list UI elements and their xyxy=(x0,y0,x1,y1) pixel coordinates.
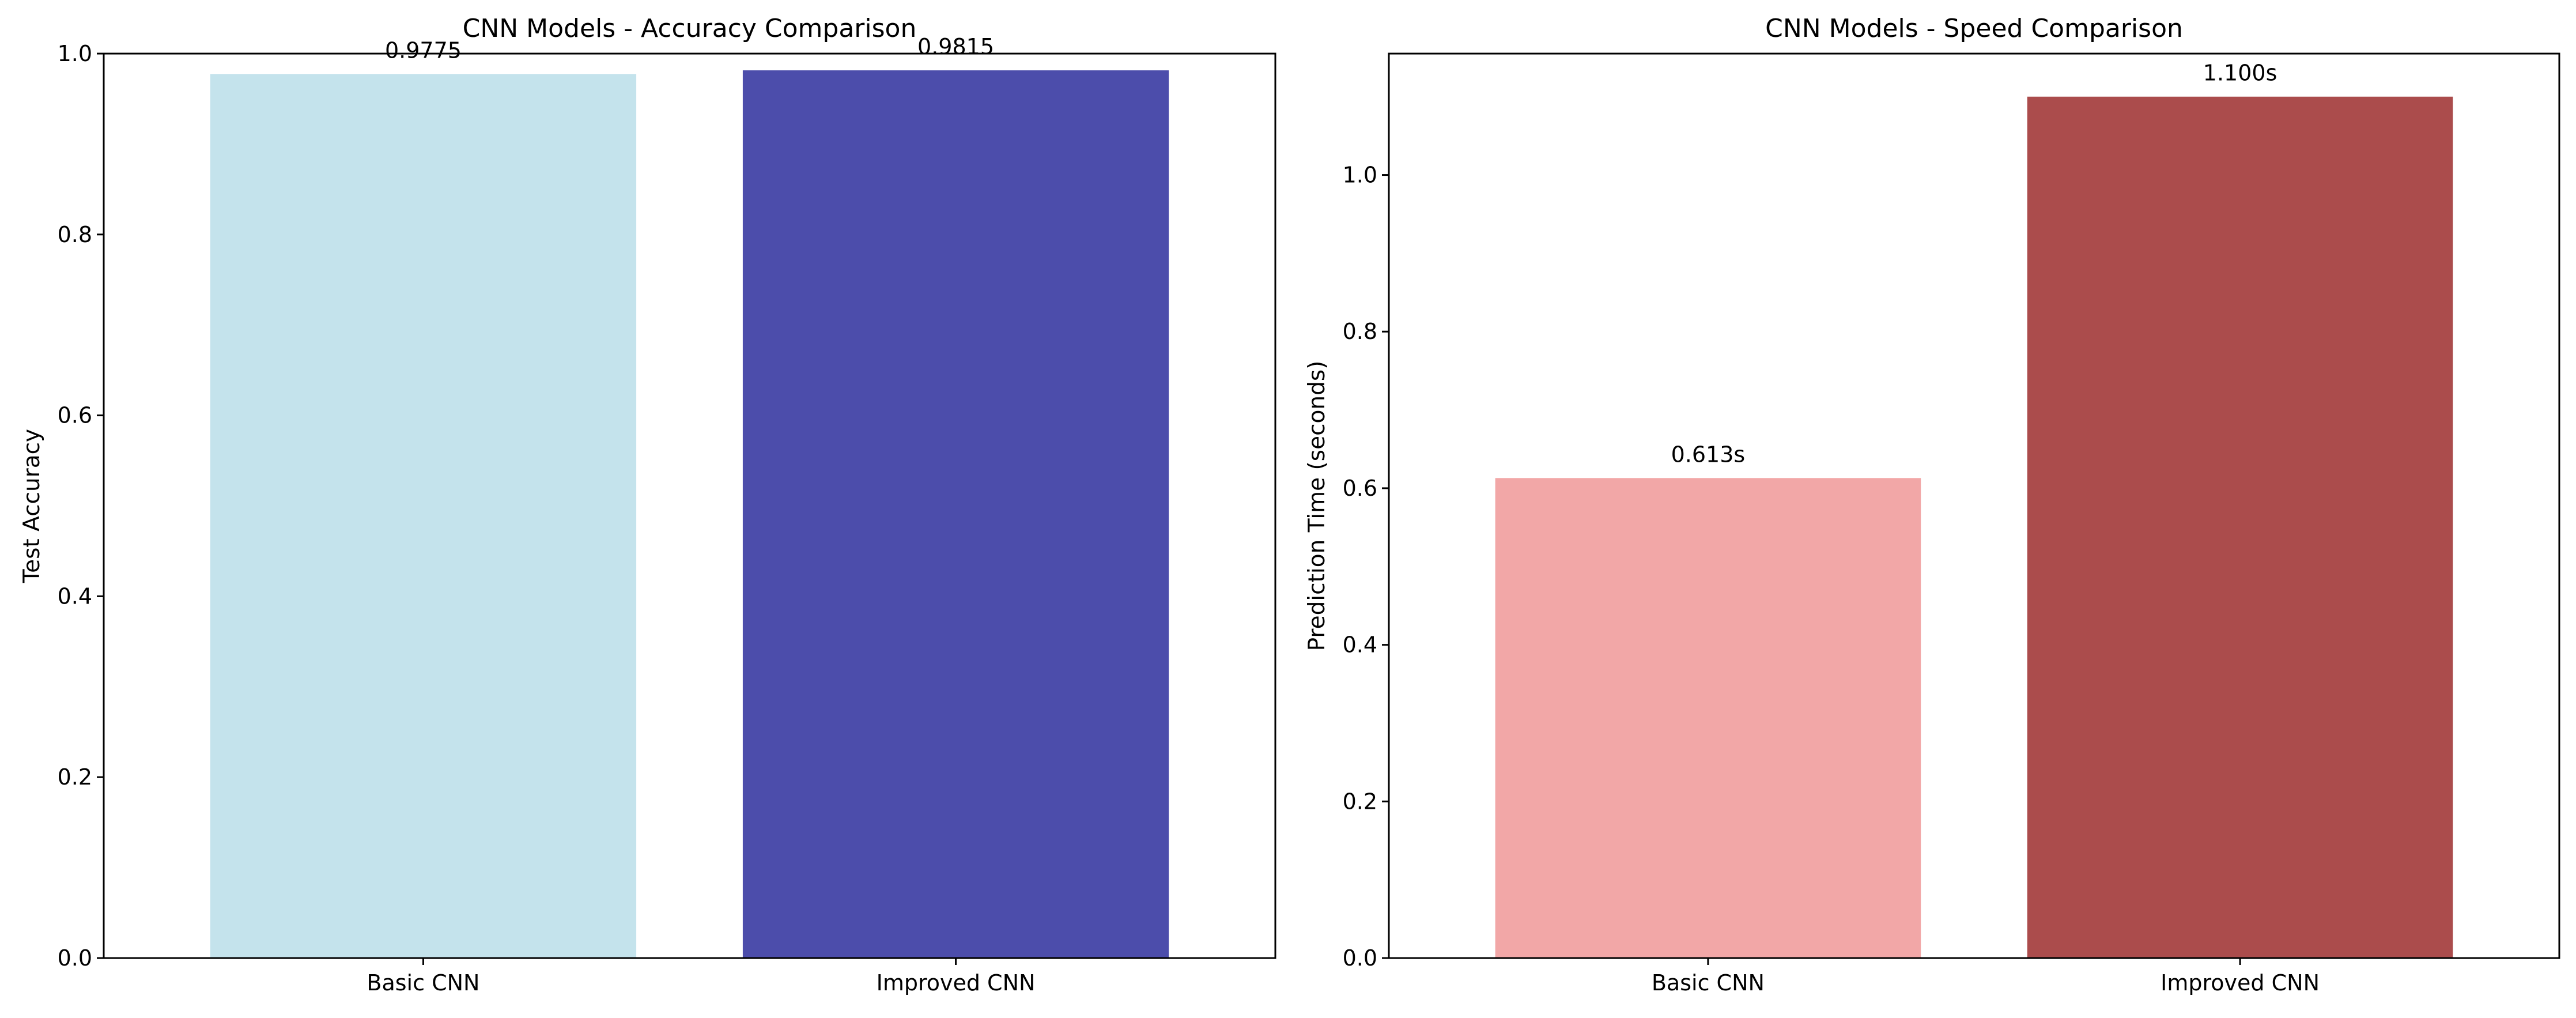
bar-improved-cnn xyxy=(742,70,1169,959)
y-axis-label: Prediction Time (seconds) xyxy=(1304,361,1330,651)
y-tick-label: 0.0 xyxy=(58,945,92,971)
y-tick-label: 0.6 xyxy=(1343,476,1377,501)
y-tick-label: 1.0 xyxy=(1343,163,1377,188)
y-tick-label: 0.4 xyxy=(1343,632,1377,658)
y-axis-label: Test Accuracy xyxy=(19,429,45,583)
y-tick-label: 0.6 xyxy=(58,403,92,428)
x-tick-label: Basic CNN xyxy=(1652,970,1765,996)
chart-title: CNN Models - Speed Comparison xyxy=(1765,14,2183,43)
y-tick-label: 0.2 xyxy=(58,764,92,790)
data-label: 1.100s xyxy=(2203,61,2277,86)
plot-frame xyxy=(1388,52,2560,959)
x-tick-label: Improved CNN xyxy=(2160,970,2320,996)
plot-frame xyxy=(103,52,1276,959)
bar-basic-cnn xyxy=(1495,478,1921,958)
y-tick-label: 1.0 xyxy=(58,41,92,66)
y-tick-label: 0.2 xyxy=(1343,789,1377,814)
y-tick-label: 0.8 xyxy=(1343,319,1377,344)
data-label: 0.9815 xyxy=(917,34,994,59)
y-tick-label: 0.8 xyxy=(58,222,92,247)
chart-panel-1: 0.0 0.2 0.4 0.6 0.8 1.0 Basic CNN Improved CNN 0… xyxy=(19,14,1276,996)
x-tick-label: Improved CNN xyxy=(877,970,1036,996)
data-label: 0.613s xyxy=(1671,442,1746,467)
bar-improved-cnn xyxy=(2027,96,2453,959)
chart-panel-2: 0.0 0.2 0.4 0.6 0.8 1.0 Basic CNN Improved CNN 0… xyxy=(1304,14,2560,996)
y-tick-label: 0.0 xyxy=(1343,945,1377,971)
x-tick-label: Basic CNN xyxy=(367,970,479,996)
y-tick-label: 0.4 xyxy=(58,583,92,609)
data-label: 0.9775 xyxy=(385,37,462,63)
bar-basic-cnn xyxy=(210,74,637,959)
chart-title: CNN Models - Accuracy Comparison xyxy=(463,14,917,43)
